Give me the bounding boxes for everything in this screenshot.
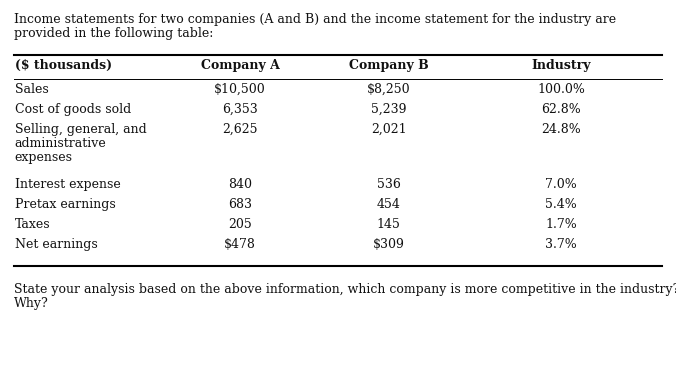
Text: 683: 683 (228, 198, 252, 211)
Text: 2,021: 2,021 (371, 123, 406, 136)
Text: 6,353: 6,353 (222, 103, 258, 116)
Text: 5,239: 5,239 (371, 103, 406, 116)
Text: ($ thousands): ($ thousands) (15, 59, 112, 72)
Text: 2,625: 2,625 (222, 123, 258, 136)
Text: Company A: Company A (201, 59, 279, 72)
Text: Company B: Company B (349, 59, 429, 72)
Text: $478: $478 (224, 238, 256, 251)
Text: 840: 840 (228, 178, 252, 191)
Text: 62.8%: 62.8% (541, 103, 581, 116)
Text: Sales: Sales (15, 83, 49, 96)
Text: Cost of goods sold: Cost of goods sold (15, 103, 131, 116)
Text: Why?: Why? (14, 297, 49, 310)
Text: 205: 205 (228, 218, 252, 231)
Text: Income statements for two companies (A and B) and the income statement for the i: Income statements for two companies (A a… (14, 13, 616, 26)
Text: 536: 536 (377, 178, 401, 191)
Text: Pretax earnings: Pretax earnings (15, 198, 116, 211)
Text: Interest expense: Interest expense (15, 178, 120, 191)
Text: 454: 454 (377, 198, 401, 211)
Text: Net earnings: Net earnings (15, 238, 97, 251)
Text: $10,500: $10,500 (214, 83, 266, 96)
Text: administrative: administrative (15, 137, 107, 150)
Text: 3.7%: 3.7% (546, 238, 577, 251)
Text: $8,250: $8,250 (367, 83, 410, 96)
Text: 7.0%: 7.0% (546, 178, 577, 191)
Text: 145: 145 (377, 218, 401, 231)
Text: Taxes: Taxes (15, 218, 51, 231)
Text: 100.0%: 100.0% (537, 83, 585, 96)
Text: expenses: expenses (15, 151, 73, 164)
Text: 1.7%: 1.7% (546, 218, 577, 231)
Text: State your analysis based on the above information, which company is more compet: State your analysis based on the above i… (14, 283, 676, 296)
Text: 5.4%: 5.4% (546, 198, 577, 211)
Text: Industry: Industry (531, 59, 591, 72)
Text: Selling, general, and: Selling, general, and (15, 123, 147, 136)
Text: 24.8%: 24.8% (541, 123, 581, 136)
Text: provided in the following table:: provided in the following table: (14, 27, 214, 40)
Text: $309: $309 (372, 238, 405, 251)
